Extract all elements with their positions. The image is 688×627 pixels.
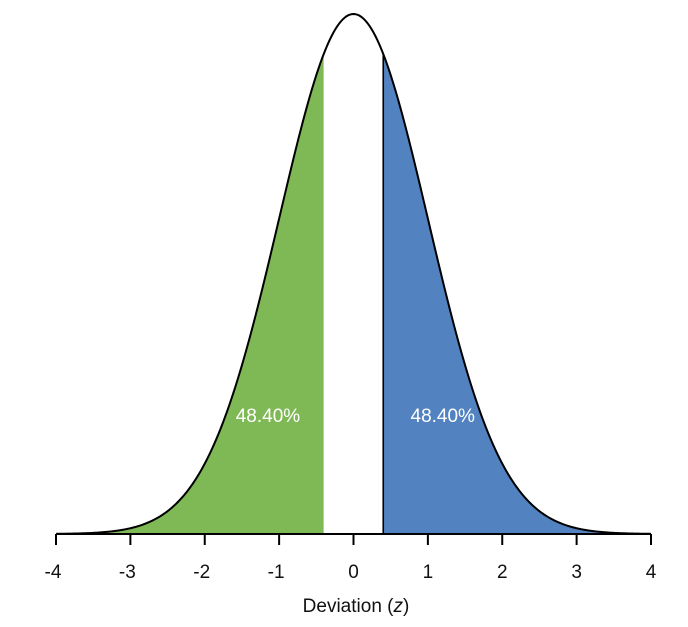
x-tick-label: 2 xyxy=(497,562,508,583)
region-labels: 48.40% 48.40% xyxy=(236,406,475,427)
x-axis-title: Deviation (z) xyxy=(303,596,410,617)
x-tick-label: -4 xyxy=(45,562,62,583)
x-axis-ticks xyxy=(55,534,652,545)
shaded-regions xyxy=(56,14,651,534)
normal-curve xyxy=(55,12,652,535)
x-tick-label: -1 xyxy=(268,562,285,583)
x-tick-label: 3 xyxy=(571,562,582,583)
region-1 xyxy=(323,14,384,534)
x-tick-label: 0 xyxy=(348,562,359,583)
x-tick-label: -3 xyxy=(119,562,136,583)
region-label-2: 48.40% xyxy=(411,406,476,427)
x-tick-label: 4 xyxy=(646,562,657,583)
region-label-0: 48.40% xyxy=(236,406,301,427)
x-tick-label: 1 xyxy=(423,562,434,583)
x-tick-label: -2 xyxy=(193,562,210,583)
x-axis-tick-labels: -4 -3 -2 -1 0 1 2 3 4 xyxy=(45,562,657,583)
region-2 xyxy=(383,53,651,534)
region-0 xyxy=(56,53,324,534)
